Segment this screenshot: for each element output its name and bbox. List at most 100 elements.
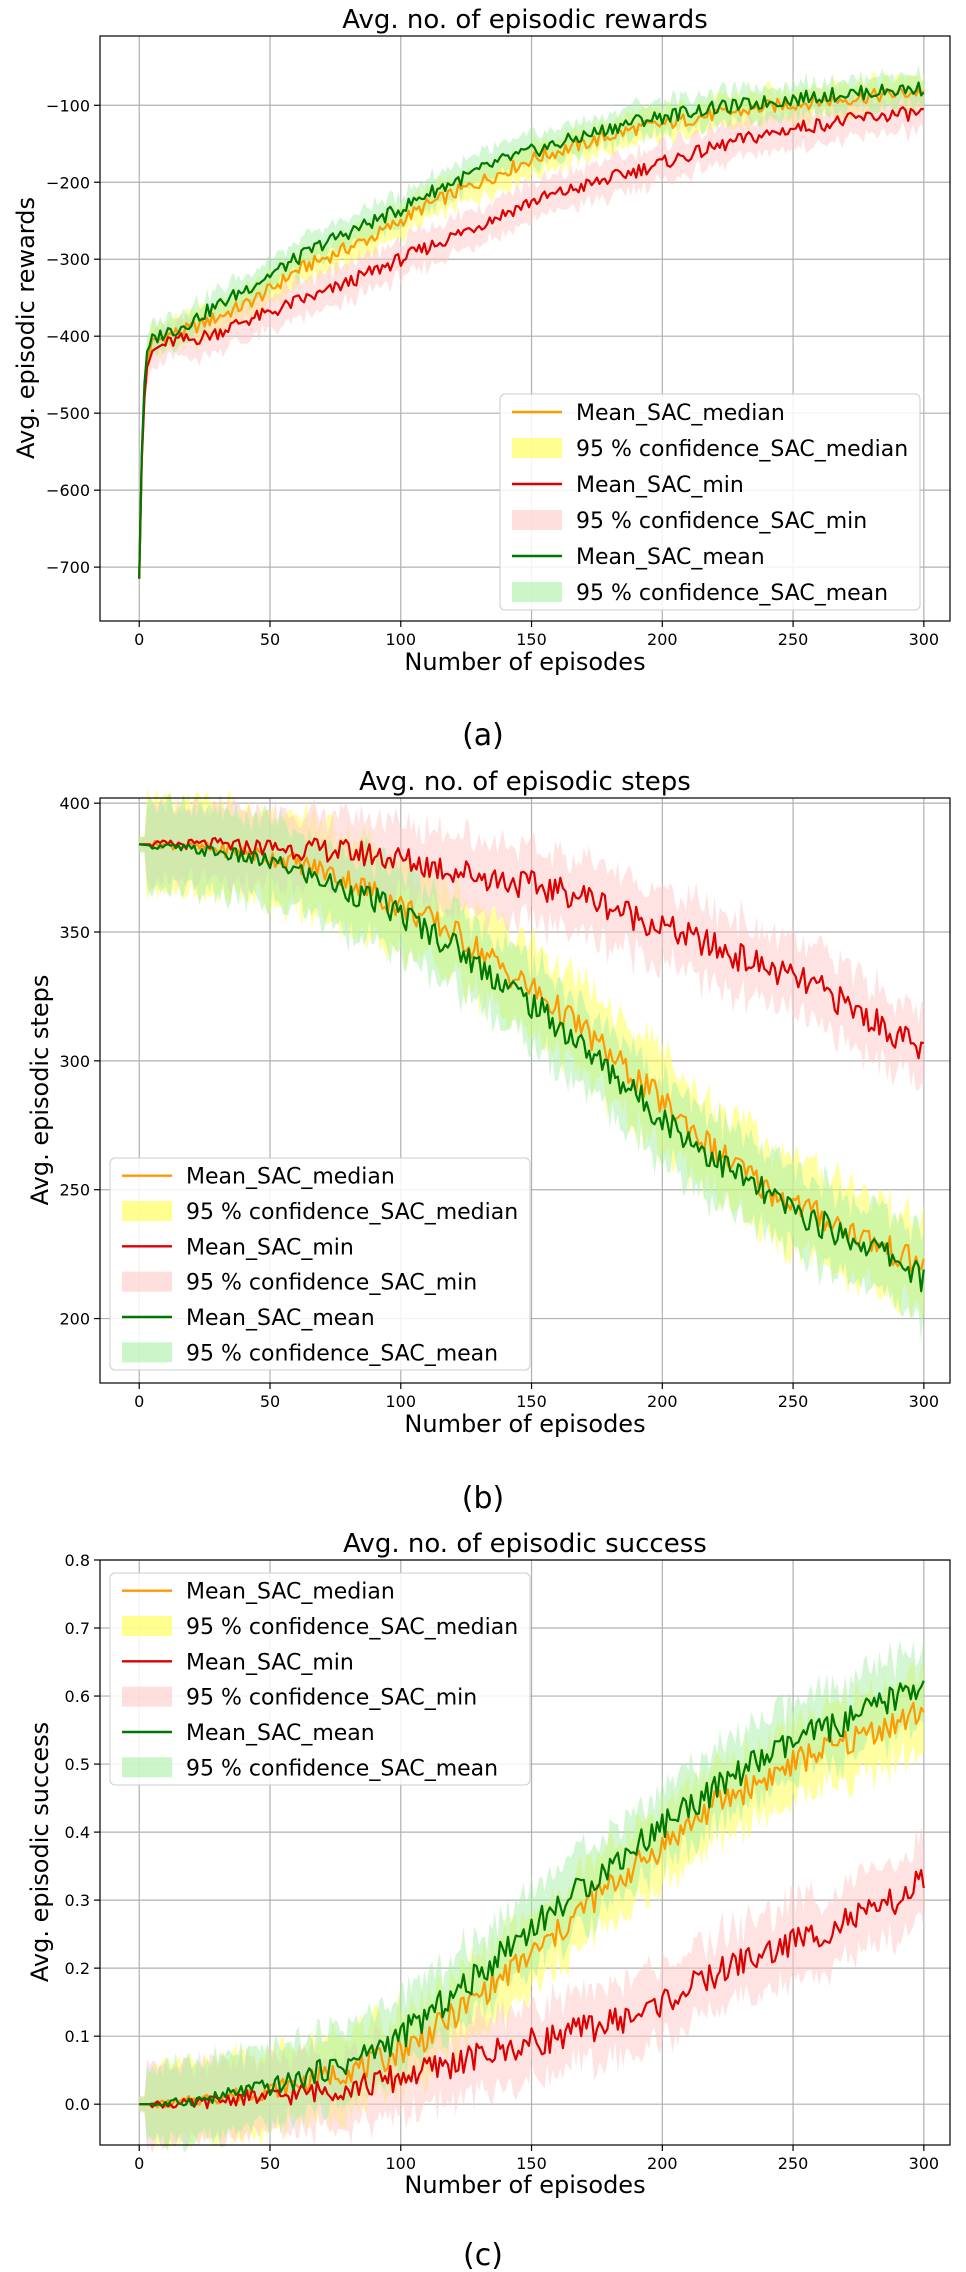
series-line-median [138, 87, 925, 579]
chart-rewards-bands [139, 64, 924, 583]
legend-swatch-band-mean [122, 1342, 172, 1363]
chart-success-legend: Mean_SAC_median 95 % confidence_SAC_media… [109, 1572, 531, 1786]
series-line-mean [139, 843, 925, 1293]
x-tick-label: 150 [516, 1392, 547, 1411]
x-tick-label: 300 [909, 1392, 940, 1411]
legend-label: 95 % confidence_SAC_min [576, 509, 867, 534]
legend-swatch-band-mean [122, 1757, 172, 1778]
chart-steps-lines [139, 836, 925, 1293]
y-tick-label: −700 [46, 558, 90, 577]
chart-rewards-lines [138, 81, 925, 579]
legend-label: Mean_SAC_median [186, 1165, 395, 1190]
chart-success-bands [139, 1638, 924, 2154]
band-min [139, 87, 924, 583]
chart-success-ylabel: Avg. episodic success [26, 1722, 54, 1982]
legend-swatch-band-median [122, 1616, 172, 1636]
x-tick-label: 250 [778, 630, 809, 649]
chart-success-ticks: 0 50 100 150 200 250 300 0.0 0.1 0.2 0.3 0.4 0.5 0.6 0… [65, 1551, 940, 2173]
series-line-median [139, 1701, 925, 2109]
chart-steps-ylabel: Avg. episodic steps [26, 975, 54, 1206]
chart-steps-xlabel: Number of episodes [404, 1410, 645, 1438]
series-line-mean [139, 1680, 925, 2107]
y-tick-label: 0.6 [65, 1687, 90, 1706]
series-line-min [139, 836, 925, 1060]
x-tick-label: 250 [778, 2154, 809, 2173]
y-tick-label: −600 [46, 481, 90, 500]
x-tick-label: 150 [516, 2154, 547, 2173]
series-line-min [138, 106, 924, 579]
y-tick-label: 0.2 [65, 1959, 90, 1978]
legend-label: 95 % confidence_SAC_mean [186, 1341, 498, 1366]
y-tick-label: 350 [59, 923, 90, 942]
y-tick-label: −400 [46, 327, 90, 346]
legend-swatch-band-min [122, 1271, 172, 1292]
legend-swatch-band-mean [512, 582, 562, 602]
chart-rewards: Avg. no. of episodic rewards 0 50 100 150 20… [12, 5, 951, 753]
legend-box [499, 393, 921, 611]
x-tick-label: 150 [516, 630, 547, 649]
legend-label: Mean_SAC_median [186, 1580, 395, 1605]
y-tick-label: 0.4 [65, 1823, 90, 1842]
x-tick-label: 50 [260, 1392, 280, 1411]
legend-swatch-band-min [512, 510, 562, 530]
x-tick-label: 300 [909, 630, 940, 649]
legend-swatch-band-min [122, 1686, 172, 1707]
chart-success-xlabel: Number of episodes [404, 2171, 645, 2199]
chart-rewards-title: Avg. no. of episodic rewards [342, 5, 708, 35]
legend-label: Mean_SAC_min [186, 1235, 354, 1260]
chart-steps: Avg. no. of episodic steps 0 50 100 150 200 2… [26, 767, 951, 1516]
chart-success-lines [139, 1680, 925, 2110]
band-mean [139, 794, 924, 1342]
x-tick-label: 50 [260, 630, 280, 649]
legend-label: 95 % confidence_SAC_mean [186, 1756, 498, 1781]
caption-a: (a) [462, 718, 504, 753]
y-tick-label: 200 [59, 1310, 90, 1329]
legend-label: 95 % confidence_SAC_median [186, 1615, 518, 1640]
x-tick-label: 0 [134, 2154, 144, 2173]
legend-label: Mean_SAC_mean [186, 1721, 375, 1746]
chart-rewards-ticks: 0 50 100 150 200 250 300 −700 −600 −500 −400 −300 −2… [46, 96, 939, 649]
x-tick-label: 100 [385, 2154, 416, 2173]
band-mean [139, 1638, 924, 2152]
x-tick-label: 0 [134, 1392, 144, 1411]
y-tick-label: 0.5 [65, 1755, 90, 1774]
x-tick-label: 0 [134, 630, 144, 649]
x-tick-label: 200 [647, 2154, 678, 2173]
legend-label: Mean_SAC_min [186, 1650, 354, 1675]
y-tick-label: 300 [59, 1052, 90, 1071]
chart-success-title: Avg. no. of episodic success [343, 1529, 707, 1559]
caption-c: (c) [463, 2238, 503, 2272]
chart-success: Avg. no. of episodic success 0 50 100 150 20… [26, 1529, 951, 2272]
y-tick-label: 0.0 [65, 2095, 90, 2114]
band-median [139, 70, 924, 582]
caption-b: (b) [462, 1481, 504, 1516]
y-tick-label: −300 [46, 250, 90, 269]
y-tick-label: 400 [59, 794, 90, 813]
chart-rewards-xlabel: Number of episodes [404, 648, 645, 676]
x-tick-label: 50 [260, 2154, 280, 2173]
chart-steps-legend: Mean_SAC_median 95 % confidence_SAC_media… [109, 1157, 531, 1371]
chart-rewards-frame [99, 35, 951, 622]
legend-label: Mean_SAC_median [576, 401, 785, 426]
y-tick-label: −200 [46, 173, 90, 192]
legend-label: 95 % confidence_SAC_min [186, 1686, 477, 1711]
legend-label: 95 % confidence_SAC_min [186, 1271, 477, 1296]
legend-box [109, 1157, 531, 1371]
x-tick-label: 200 [647, 1392, 678, 1411]
y-tick-label: 250 [59, 1181, 90, 1200]
chart-rewards-ylabel: Avg. episodic rewards [12, 197, 40, 459]
chart-steps-frame [99, 797, 951, 1384]
x-tick-label: 300 [909, 2154, 940, 2173]
legend-label: 95 % confidence_SAC_mean [576, 581, 888, 606]
y-tick-label: 0.8 [65, 1551, 90, 1570]
legend-label: 95 % confidence_SAC_median [576, 437, 908, 462]
y-tick-label: 0.3 [65, 1891, 90, 1910]
legend-swatch-band-median [122, 1201, 172, 1221]
chart-rewards-legend: Mean_SAC_median 95 % confidence_SAC_media… [499, 393, 921, 611]
legend-label: 95 % confidence_SAC_median [186, 1200, 518, 1225]
legend-box [109, 1572, 531, 1786]
legend-label: Mean_SAC_min [576, 473, 744, 498]
chart-steps-ticks: 0 50 100 150 200 250 300 200 250 300 350 400 [59, 794, 939, 1411]
legend-label: Mean_SAC_mean [186, 1306, 375, 1331]
